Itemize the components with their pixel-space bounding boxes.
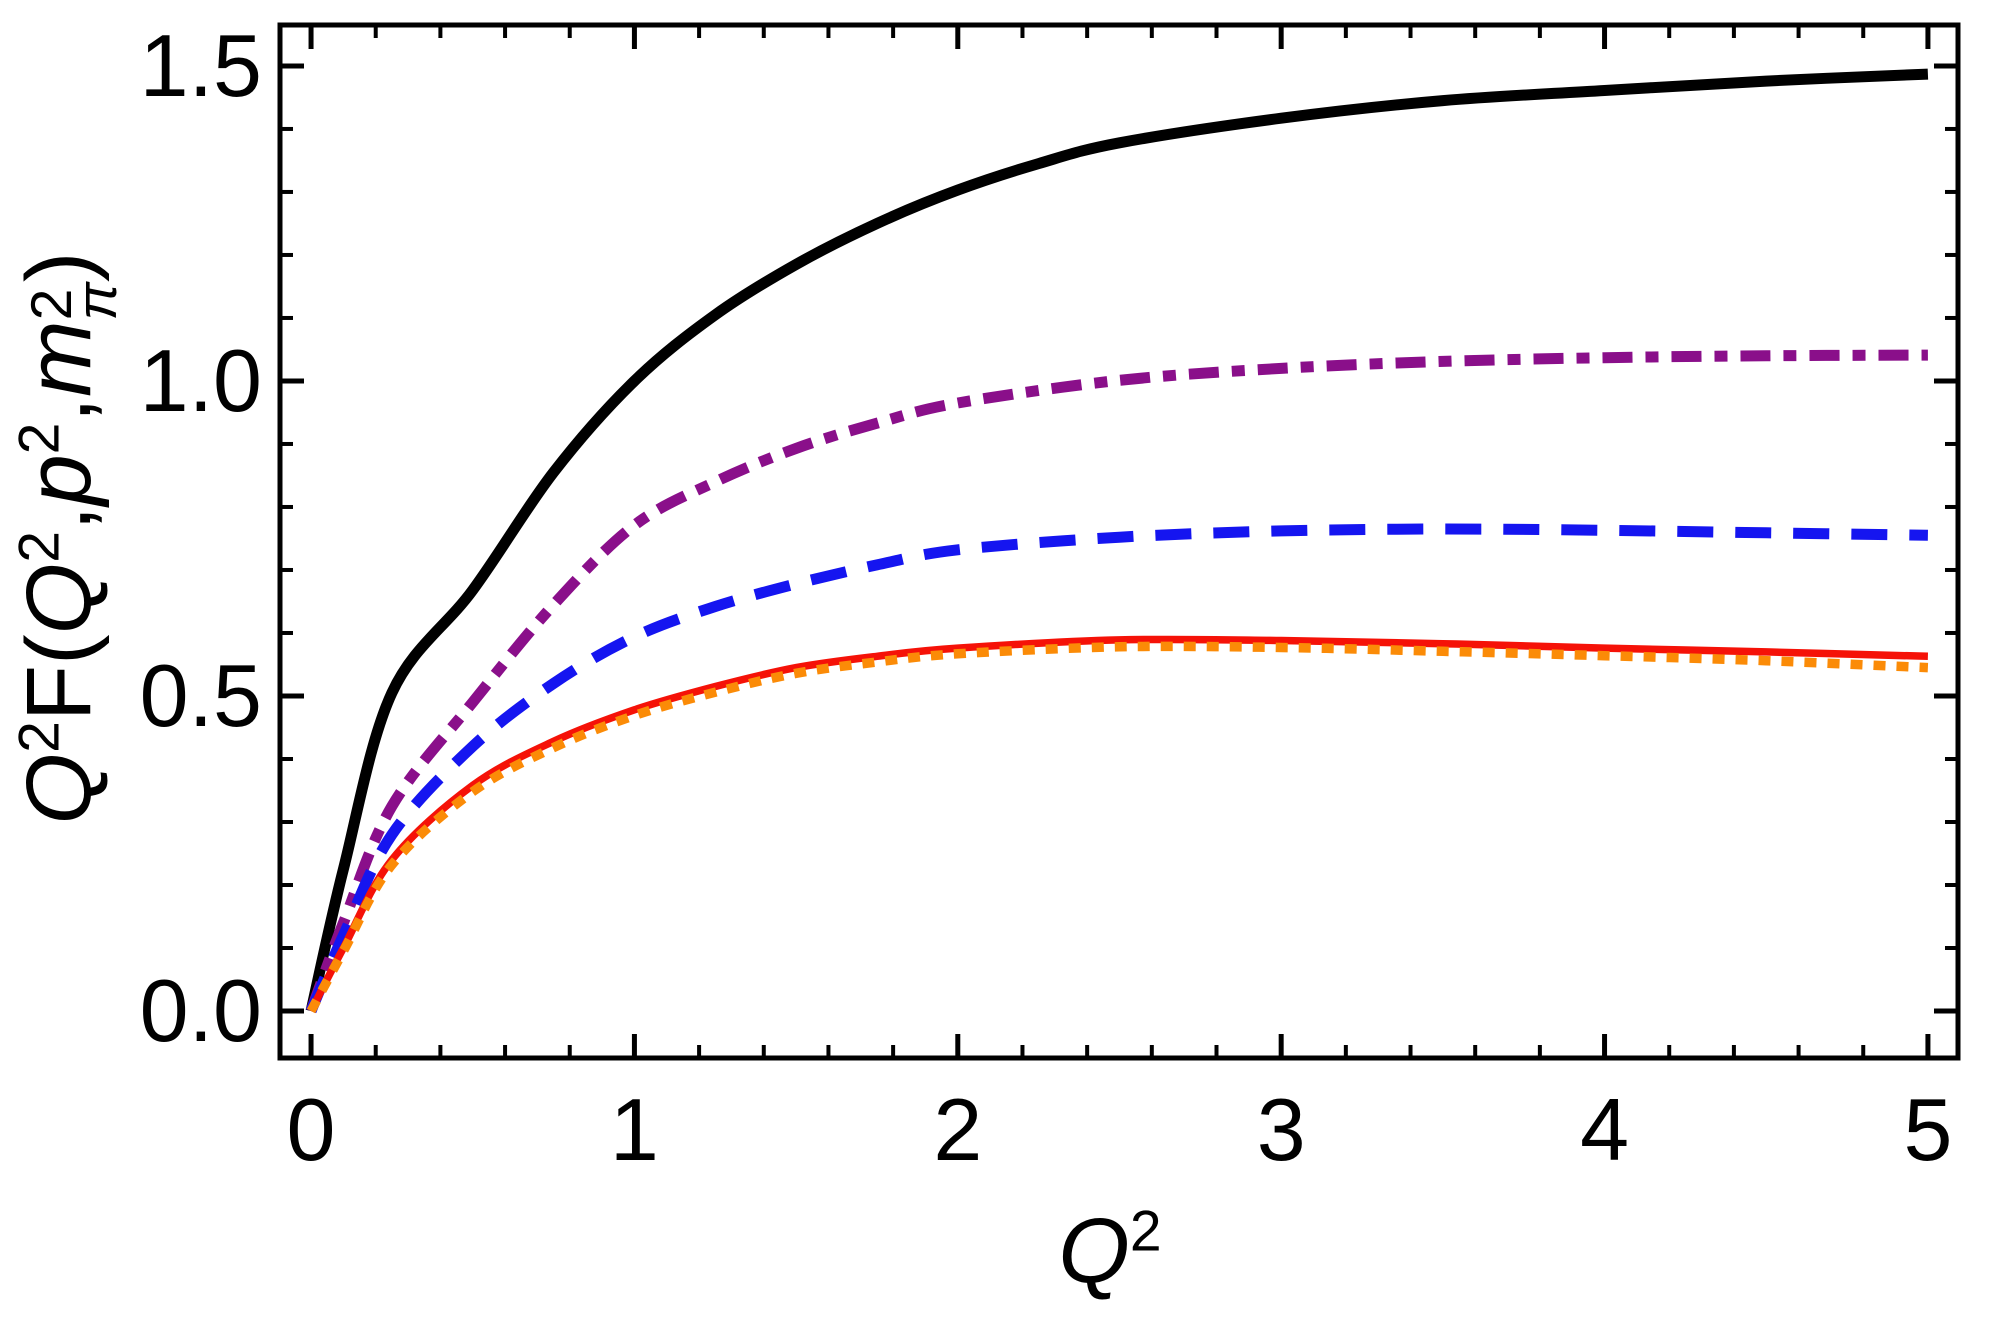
y-tick-label: 1.0 bbox=[139, 330, 262, 430]
y-tick-label: 0.0 bbox=[139, 960, 262, 1060]
label-token: Q bbox=[1058, 1200, 1130, 1302]
y-tick-label: 1.5 bbox=[139, 15, 262, 115]
x-tick-label: 4 bbox=[1580, 1080, 1630, 1179]
label-token: m bbox=[7, 320, 110, 398]
curve-purple-dashdot bbox=[305, 349, 1928, 1013]
x-tick-label: 2 bbox=[933, 1080, 983, 1179]
x-axis-label: Q2 bbox=[1058, 1203, 1161, 1297]
label-token: p bbox=[7, 454, 110, 506]
label-token: Q bbox=[7, 752, 110, 825]
label-token: 2 bbox=[7, 422, 72, 455]
label-token: 2 bbox=[7, 531, 72, 563]
label-token: , bbox=[7, 397, 110, 423]
y-axis-label: Q2F(Q2,p2,m 2 π) bbox=[7, 252, 129, 825]
curve-black-solid bbox=[305, 68, 1929, 1013]
label-token: ) bbox=[7, 251, 110, 283]
label-token: ( bbox=[7, 634, 110, 665]
curve-group bbox=[305, 68, 1929, 1014]
y-tick-label: 0.5 bbox=[139, 645, 262, 745]
x-tick-label: 1 bbox=[609, 1080, 659, 1179]
curve-red-solid bbox=[307, 635, 1928, 1013]
x-tick-label: 0 bbox=[286, 1080, 336, 1179]
label-token: F bbox=[7, 664, 110, 722]
label-token: 2 bbox=[7, 721, 72, 753]
curve-orange-dotted bbox=[306, 641, 1929, 1014]
x-tick-label: 5 bbox=[1903, 1080, 1953, 1179]
label-token: 2 bbox=[1129, 1199, 1162, 1264]
label-token: Q bbox=[7, 562, 110, 635]
x-tick-label: 3 bbox=[1256, 1080, 1306, 1179]
plot-frame bbox=[277, 22, 1961, 1061]
curve-blue-dashed bbox=[305, 523, 1928, 1014]
label-token: , bbox=[7, 505, 110, 532]
